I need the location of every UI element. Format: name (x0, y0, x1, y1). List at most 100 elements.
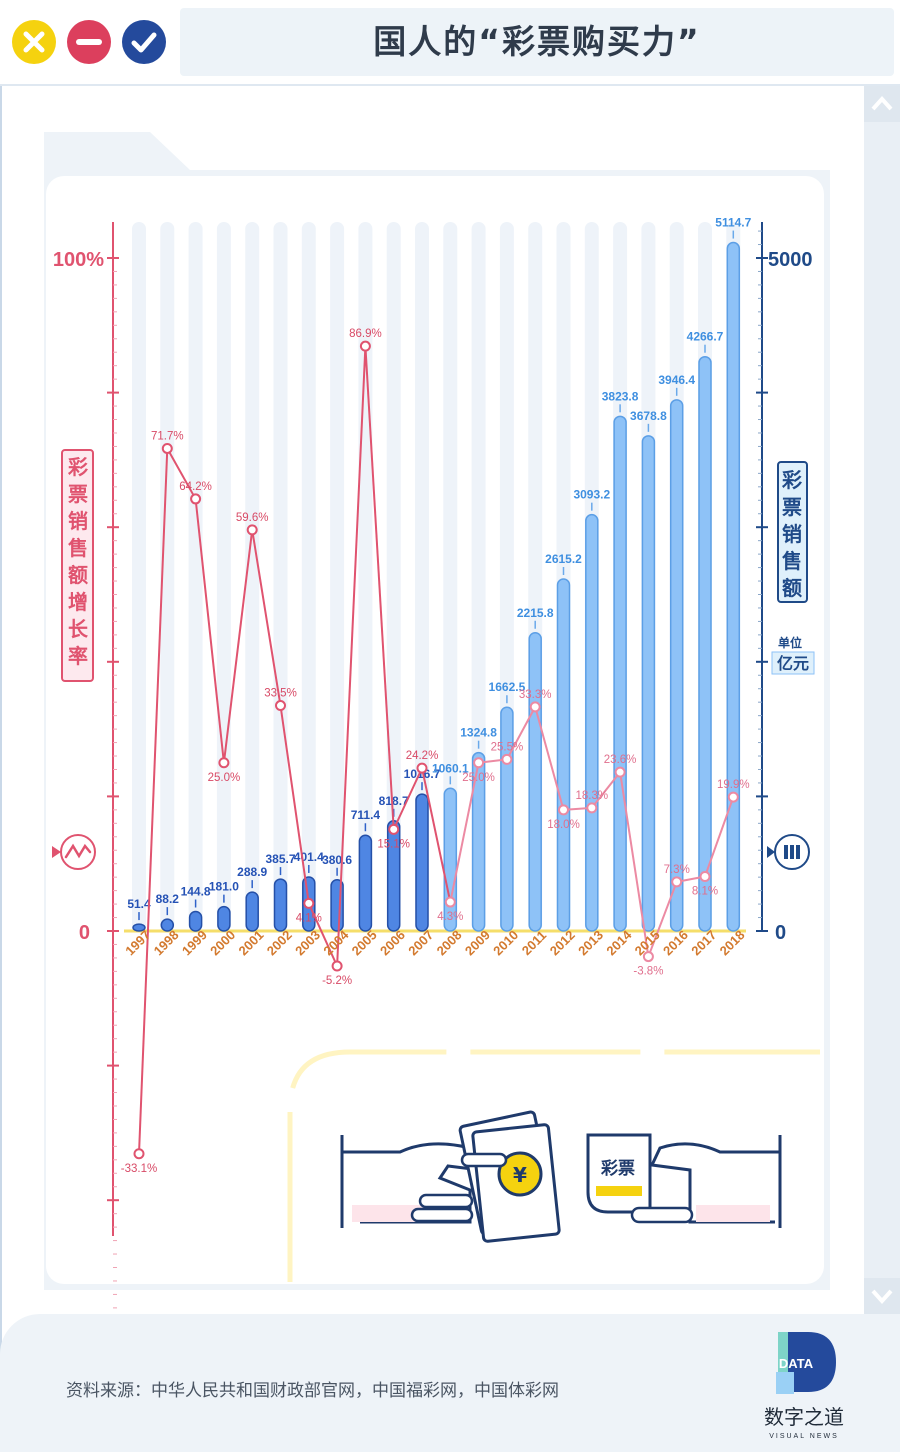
line-segment (704, 796, 735, 877)
check-icon (122, 20, 166, 64)
left-axis-title: 彩票销售额增长率 (67, 455, 89, 668)
line-value-label: 25.0% (208, 772, 241, 784)
line-series (133, 340, 739, 1160)
bar-value-label: 385.7 (265, 852, 295, 866)
bar-value-label: 144.8 (181, 885, 211, 899)
right-axis-title: 彩票销售额 (781, 468, 802, 600)
line-segment (591, 771, 621, 809)
unit-label: 单位 (778, 635, 802, 650)
stripe-2002 (273, 222, 288, 931)
line-point-2011 (529, 701, 541, 713)
bar-value-label: 2215.8 (517, 606, 554, 620)
bar-2001 (245, 891, 259, 932)
chevron-down-icon (871, 1289, 893, 1304)
logo-name: 数字之道 (764, 1405, 844, 1429)
line-point-2005 (359, 340, 371, 352)
ticket-label: 彩票 (600, 1159, 635, 1179)
left-tick-0: 0 (79, 922, 90, 944)
bar-value-label: 5114.7 (715, 216, 751, 230)
line-segment (251, 529, 282, 706)
lottery-chart: 100% 0 5000 0 彩票销售额增长率 彩票销售额 单位 亿元 51.4 8… (44, 132, 830, 1309)
title-bar: 国人的“彩票购买力” (0, 0, 900, 86)
line-segment (534, 706, 565, 811)
bar-2008 (443, 787, 458, 932)
bar-2013 (585, 513, 599, 932)
line-segment (166, 447, 197, 500)
line-value-label: 71.7% (151, 430, 184, 442)
line-segment (194, 498, 225, 763)
bar-value-label: 4266.7 (687, 330, 724, 344)
bar-2002 (273, 878, 288, 932)
unit-value: 亿元 (777, 654, 809, 673)
line-point-1998 (161, 442, 173, 454)
bar-2007 (415, 793, 429, 932)
close-icon (12, 20, 56, 64)
chevron-up-icon (871, 96, 893, 111)
bar-value-label: 1662.5 (489, 680, 526, 694)
bar-2005 (358, 834, 373, 932)
line-segment (647, 881, 678, 957)
stripe-2001 (245, 222, 260, 931)
line-value-label: 86.9% (349, 328, 382, 340)
stripe-2004 (330, 222, 345, 931)
bar-value-label: 380.6 (322, 853, 352, 867)
line-value-label: -3.8% (633, 966, 663, 978)
bar-value-label: 3823.8 (602, 389, 639, 403)
bar-value-label: 3946.4 (658, 373, 695, 387)
bar-value-label: 3678.8 (630, 409, 667, 423)
line-segment (506, 706, 537, 760)
scrollbar[interactable] (864, 86, 900, 1314)
line-point-2007 (416, 762, 428, 774)
line-value-label: 25.5% (491, 741, 524, 753)
line-value-label: 8.1% (692, 885, 718, 897)
line-value-label: 19.9% (717, 779, 750, 791)
minimize-button[interactable] (67, 20, 111, 64)
right-tick-0: 0 (775, 922, 786, 944)
line-value-label: 24.2% (406, 750, 439, 762)
stripe-1998 (160, 222, 175, 931)
line-value-label: 4.1% (296, 912, 322, 924)
left-tick-100: 100% (53, 249, 104, 271)
line-point-2010 (501, 753, 513, 765)
bar-value-label: 288.9 (237, 865, 267, 879)
right-tick-5000: 5000 (768, 249, 813, 271)
bar-2018 (726, 241, 741, 932)
stripe-2008 (443, 222, 458, 931)
minus-icon (67, 20, 111, 64)
line-point-2015 (642, 951, 654, 963)
line-value-label: -33.1% (121, 1163, 157, 1175)
line-value-label: 18.0% (547, 819, 580, 831)
line-point-2017 (699, 870, 711, 882)
right-axis-ticks (756, 230, 768, 932)
bar-2016 (669, 399, 684, 932)
line-value-label: 23.6% (604, 754, 637, 766)
line-value-label: -5.2% (322, 975, 352, 987)
stripe-1997 (132, 222, 146, 931)
close-button[interactable] (12, 20, 56, 64)
bar-value-label: 3093.2 (573, 488, 610, 502)
bar-1998 (160, 918, 175, 932)
line-legend-icon (52, 834, 96, 870)
bar-2006 (386, 820, 401, 932)
line-point-2001 (246, 524, 258, 536)
left-axis-title-box (61, 449, 94, 682)
line-segment (449, 762, 480, 903)
line-segment (336, 346, 367, 967)
line-segment (619, 772, 650, 957)
scroll-down-button[interactable] (864, 1278, 900, 1314)
logo-sub: VISUAL NEWS (769, 1433, 839, 1440)
line-point-1999 (190, 493, 202, 505)
bar-2015 (641, 435, 656, 932)
line-segment (222, 529, 254, 763)
bar-1999 (188, 910, 203, 932)
right-axis-title-box (777, 461, 808, 603)
line-segment (138, 448, 169, 1154)
line-value-label: 7.3% (664, 864, 690, 876)
scroll-up-button[interactable] (864, 86, 900, 122)
confirm-button[interactable] (122, 20, 166, 64)
bar-2017 (698, 355, 712, 932)
line-value-label: 33.3% (519, 689, 552, 701)
brand-logo: DATA 数字之道 VISUAL NEWS (764, 1332, 844, 1440)
line-point-2006 (388, 823, 400, 835)
